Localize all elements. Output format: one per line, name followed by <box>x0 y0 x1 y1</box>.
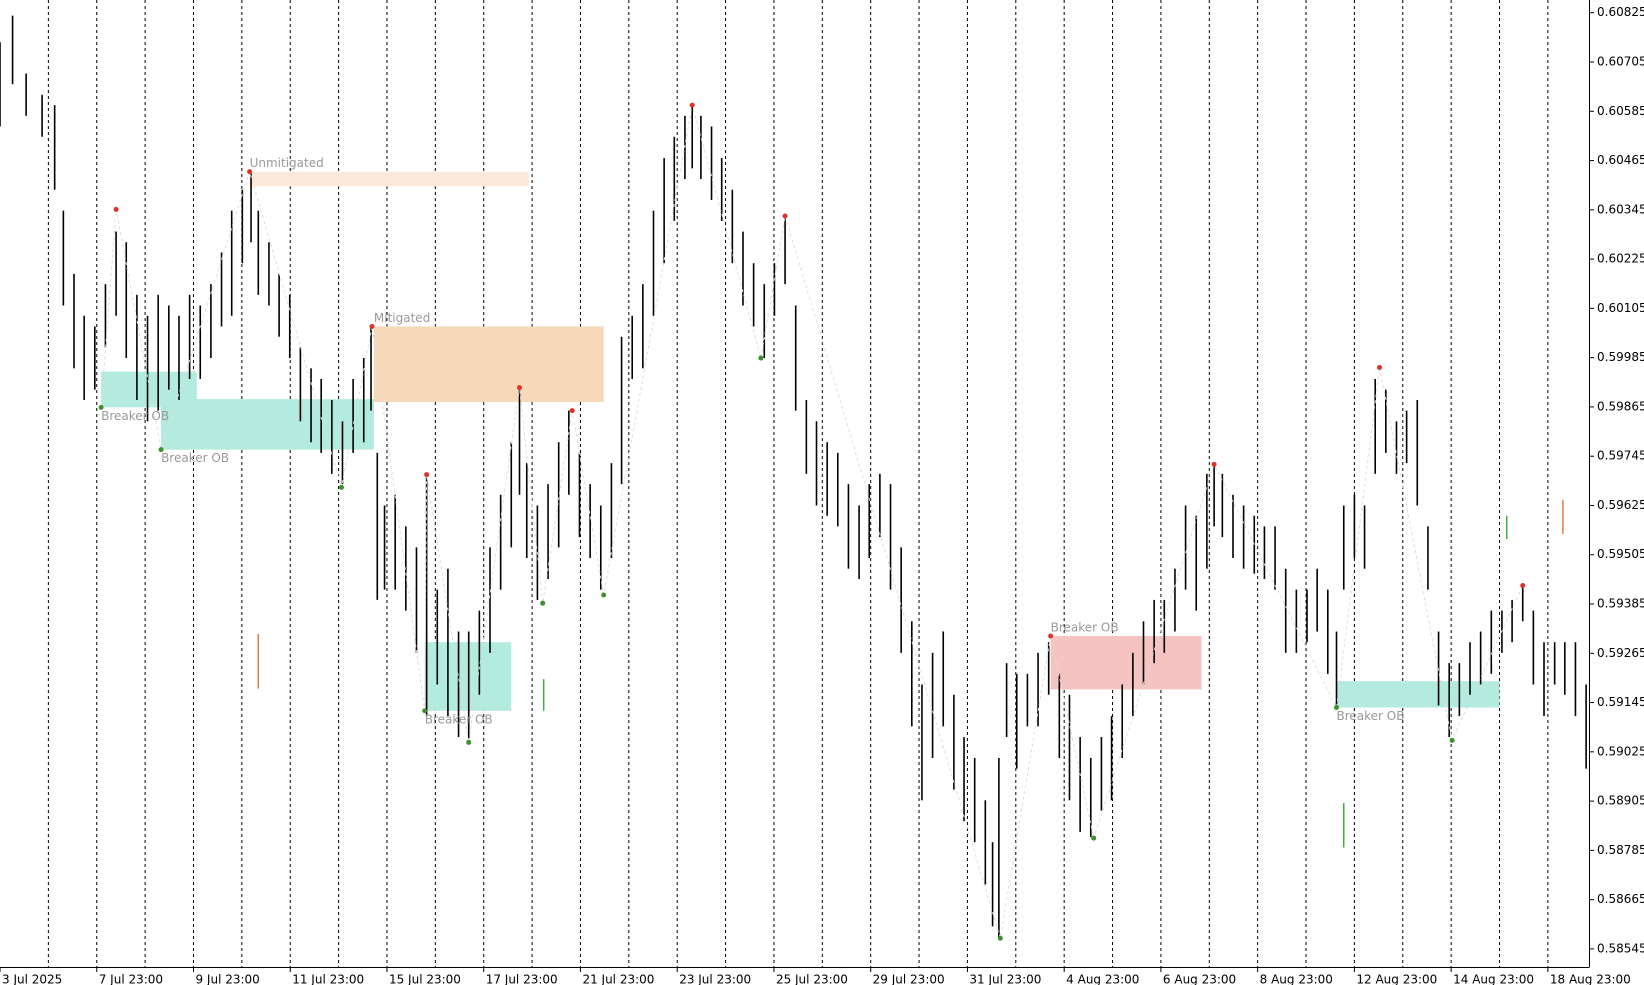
y-tick-label: 0.60225 <box>1597 252 1644 266</box>
y-tick-label: 0.60345 <box>1597 202 1644 216</box>
order-block <box>1336 681 1500 708</box>
order-block <box>1050 636 1202 690</box>
y-tick-label: 0.59865 <box>1597 399 1644 413</box>
swing-point <box>1091 835 1097 841</box>
zone-label: Breaker OB <box>425 712 493 726</box>
y-tick-label: 0.58785 <box>1597 843 1644 857</box>
x-tick-label: 7 Jul 23:00 <box>99 973 163 985</box>
swing-point <box>689 102 695 108</box>
y-tick-label: 0.59265 <box>1597 646 1644 660</box>
zone-label: Mitigated <box>374 311 430 325</box>
x-tick-label: 29 Jul 23:00 <box>873 973 945 985</box>
x-tick-label: 21 Jul 23:00 <box>582 973 654 985</box>
swing-point <box>782 213 788 219</box>
swing-point <box>424 472 430 478</box>
swing-point <box>98 404 104 410</box>
swing-point <box>1520 583 1526 589</box>
y-tick-label: 0.60585 <box>1597 104 1644 118</box>
swing-point <box>466 739 472 745</box>
x-tick-label: 14 Aug 23:00 <box>1453 973 1534 985</box>
y-tick-label: 0.59745 <box>1597 449 1644 463</box>
swing-point <box>1377 365 1383 371</box>
y-tick-label: 0.58545 <box>1597 941 1644 955</box>
grid <box>47 0 1549 967</box>
swing-point <box>569 408 575 414</box>
x-tick-label: 23 Jul 23:00 <box>679 973 751 985</box>
swing-point <box>540 600 546 606</box>
order-block <box>373 326 604 402</box>
swing-point <box>369 323 375 329</box>
x-tick-label: 6 Aug 23:00 <box>1163 973 1236 985</box>
y-tick-label: 0.59985 <box>1597 350 1644 364</box>
swing-point <box>247 169 253 175</box>
swing-point <box>1449 737 1455 743</box>
swing-point <box>422 708 428 714</box>
x-tick-label: 18 Aug 23:00 <box>1550 973 1631 985</box>
zones <box>101 171 1500 711</box>
y-tick-label: 0.59505 <box>1597 547 1644 561</box>
swing-point <box>339 484 345 490</box>
swing-point <box>1048 633 1054 639</box>
y-tick-label: 0.60105 <box>1597 301 1644 315</box>
zone-label: Breaker OB <box>101 409 169 423</box>
price-bars <box>0 15 1587 938</box>
y-tick-label: 0.60705 <box>1597 55 1644 69</box>
zone-label: Breaker OB <box>1051 621 1119 635</box>
y-tick-label: 0.58905 <box>1597 794 1644 808</box>
swing-point <box>158 447 164 453</box>
swing-point <box>1211 461 1217 467</box>
zone-label: Breaker OB <box>1337 709 1405 723</box>
y-tick-label: 0.58665 <box>1597 892 1644 906</box>
x-tick-label: 11 Jul 23:00 <box>292 973 364 985</box>
overlays: Breaker OB Breaker OB Unmitigated Mitigated… <box>98 102 1564 941</box>
y-tick-label: 0.59025 <box>1597 744 1644 758</box>
y-tick-label: 0.60465 <box>1597 153 1644 167</box>
x-tick-label: 31 Jul 23:00 <box>969 973 1041 985</box>
x-tick-label: 9 Jul 23:00 <box>195 973 259 985</box>
x-tick-label: 8 Aug 23:00 <box>1260 973 1333 985</box>
order-block <box>161 399 374 450</box>
y-tick-label: 0.60825 <box>1597 5 1644 19</box>
swing-point <box>601 592 607 598</box>
zone-label: Breaker OB <box>161 451 229 465</box>
y-tick-label: 0.59145 <box>1597 695 1644 709</box>
order-block <box>249 171 530 187</box>
x-tick-label: 3 Jul 2025 <box>2 973 62 985</box>
swing-point <box>113 206 119 212</box>
swing-point <box>758 355 764 361</box>
x-tick-label: 15 Jul 23:00 <box>389 973 461 985</box>
x-tick-label: 25 Jul 23:00 <box>776 973 848 985</box>
x-tick-label: 17 Jul 23:00 <box>486 973 558 985</box>
swing-point <box>517 385 523 391</box>
swing-point <box>1334 704 1340 710</box>
y-tick-label: 0.59625 <box>1597 498 1644 512</box>
zone-label: Unmitigated <box>250 156 324 170</box>
swing-point <box>997 935 1003 941</box>
swing-line <box>100 104 1524 939</box>
x-tick-label: 4 Aug 23:00 <box>1066 973 1139 985</box>
y-tick-label: 0.59385 <box>1597 597 1644 611</box>
x-tick-label: 12 Aug 23:00 <box>1356 973 1437 985</box>
